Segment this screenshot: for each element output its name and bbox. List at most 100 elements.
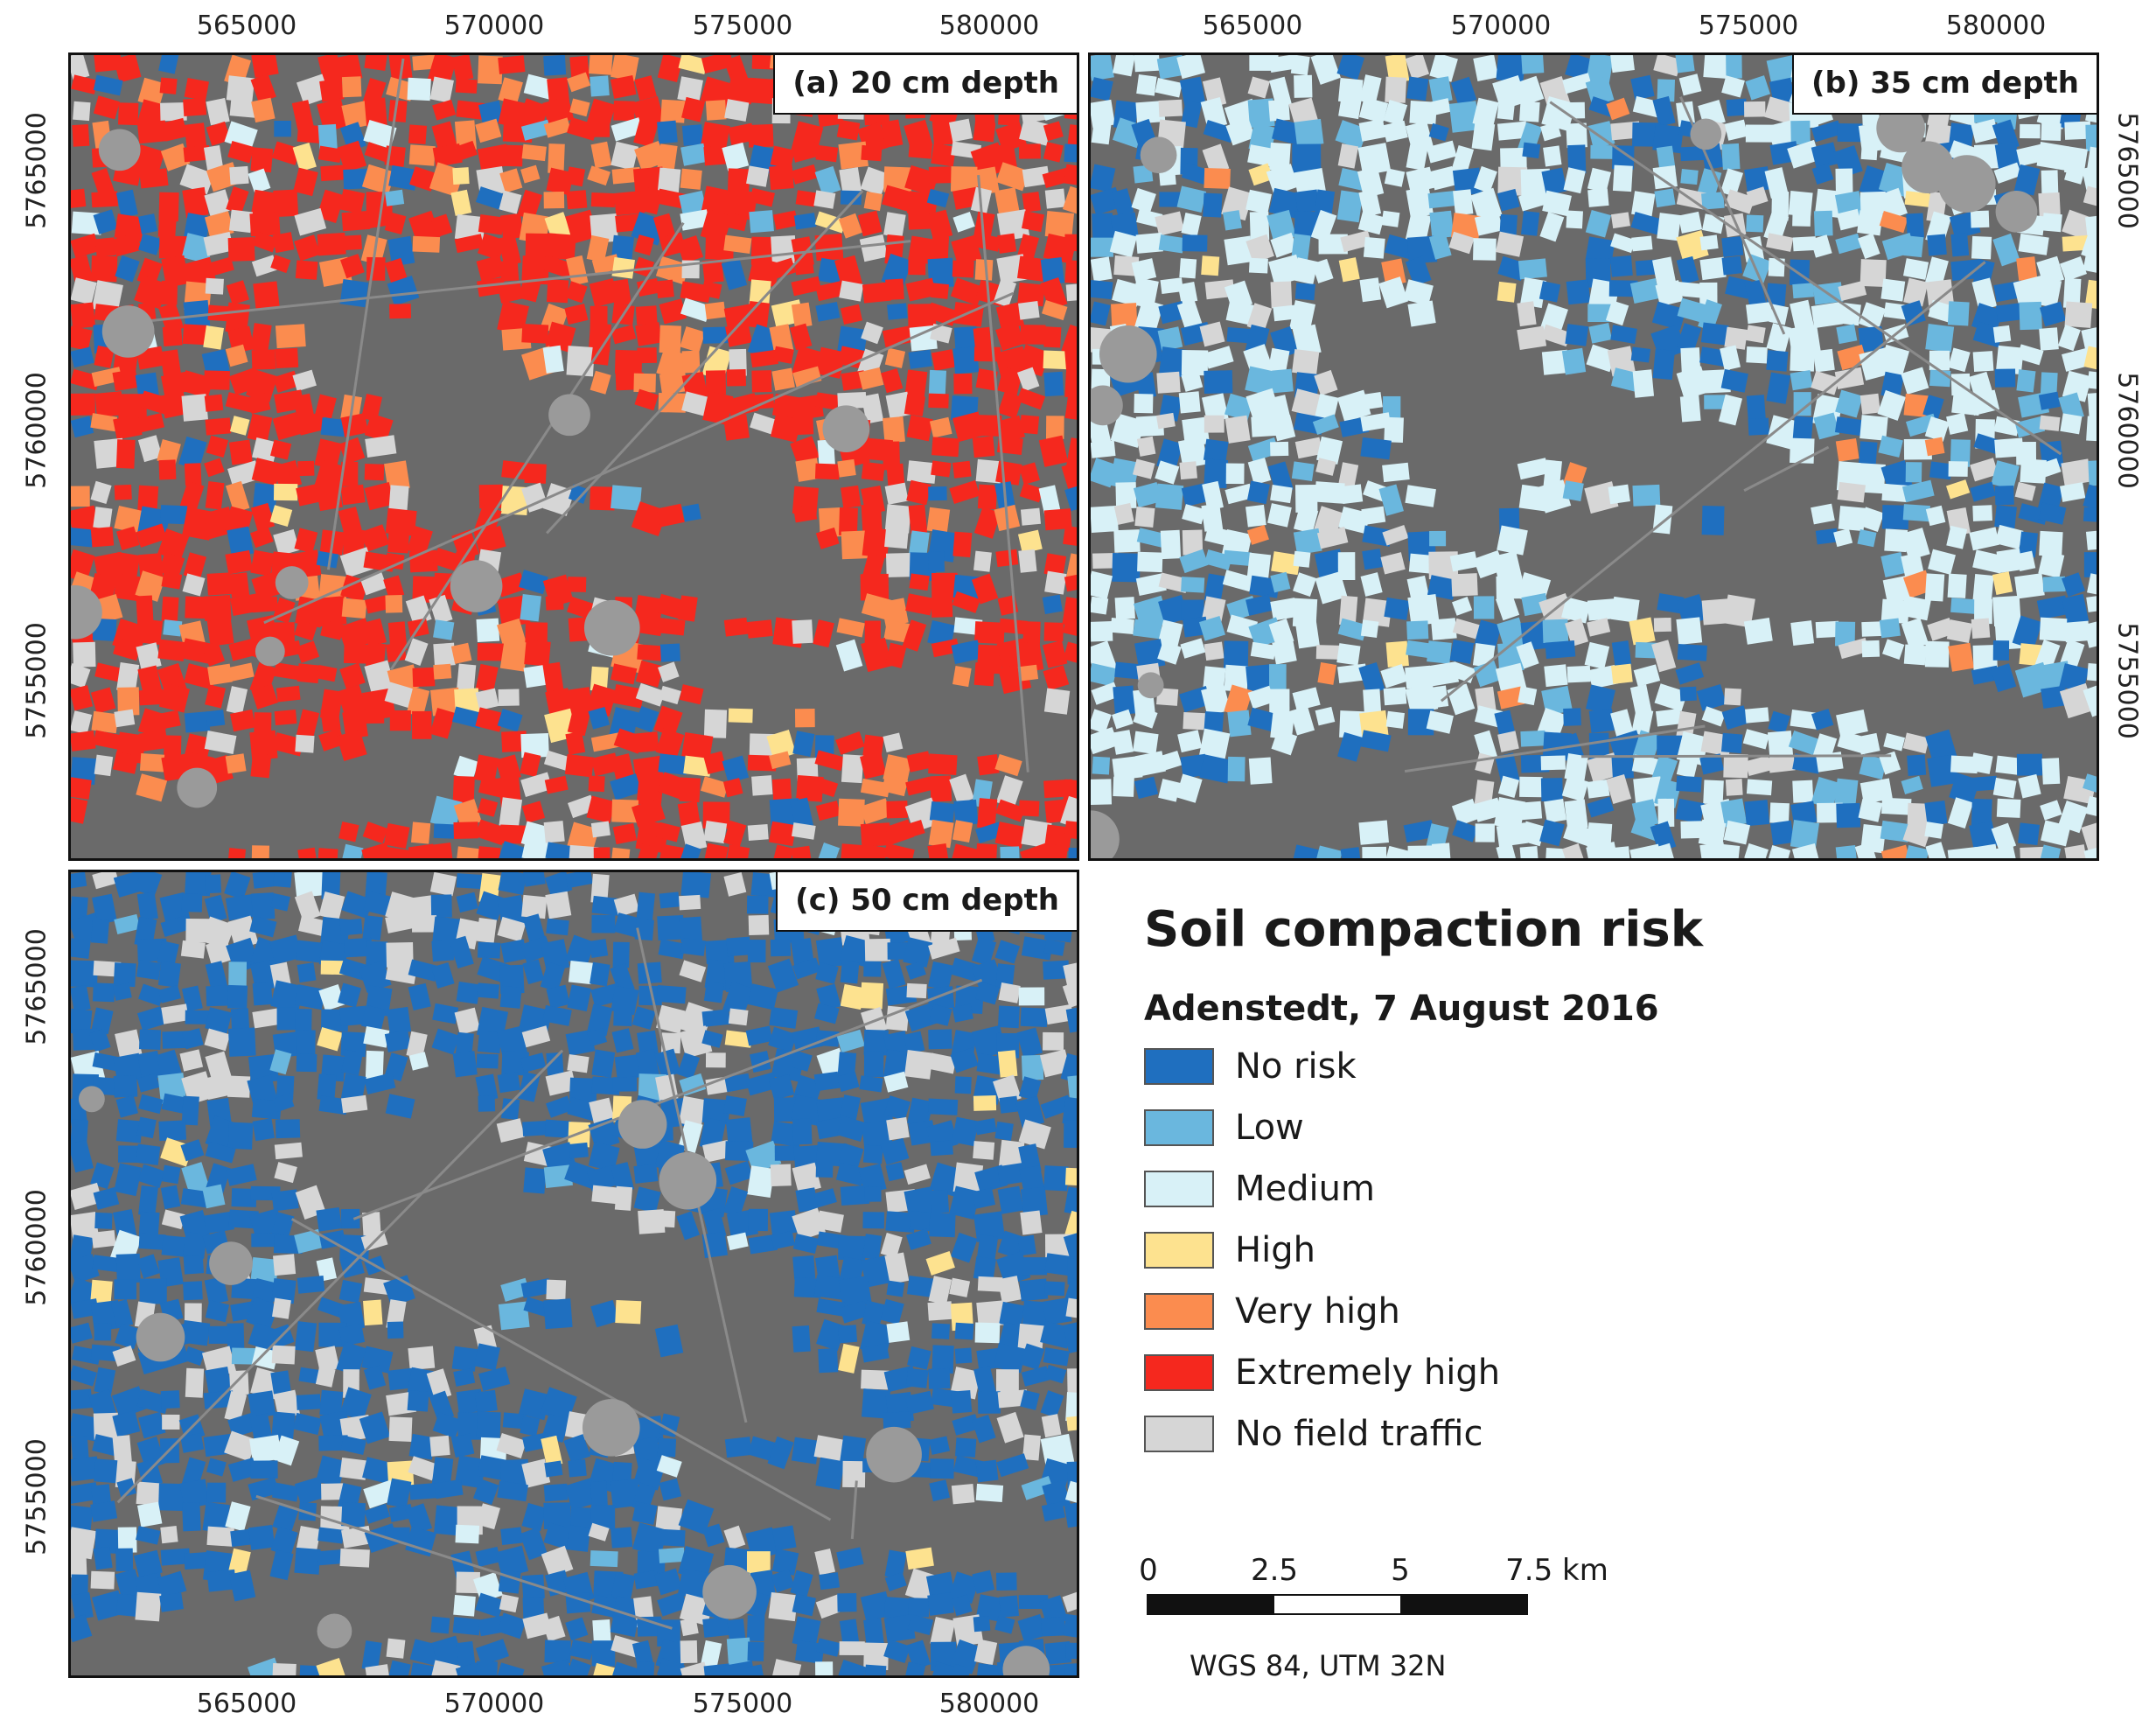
field-parcel [864,938,891,962]
field-parcel [1675,281,1704,298]
field-parcel [658,753,689,775]
field-parcel [1901,775,1923,794]
field-parcel [2018,233,2049,255]
field-parcel [1112,755,1143,780]
field-parcel [1020,1007,1048,1027]
field-parcel [906,982,927,999]
road-line [1440,261,1986,703]
field-parcel [590,1505,616,1529]
field-parcel [1968,371,1993,398]
field-parcel [111,1386,148,1419]
road-line [389,221,685,671]
field-parcel [1721,236,1744,257]
field-parcel [816,1638,841,1657]
field-parcel [909,530,930,556]
field-parcel [1063,1231,1077,1262]
field-parcel [721,258,748,290]
field-parcel [566,190,588,210]
field-parcel [1657,213,1681,241]
field-parcel [1091,709,1112,734]
field-parcel [1382,462,1410,483]
field-parcel [1270,709,1295,740]
field-parcel [1018,462,1040,485]
field-parcel [1312,414,1339,436]
field-parcel [840,1185,870,1206]
field-parcel [633,1458,666,1491]
field-parcel [1721,843,1741,858]
field-parcel [1609,255,1633,277]
field-parcel [611,1527,633,1549]
field-parcel [860,778,890,798]
field-parcel [2016,143,2044,167]
field-parcel [251,1346,279,1370]
field-parcel [1587,598,1619,621]
field-parcel [1383,687,1407,706]
field-parcel [1092,756,1111,775]
field-parcel [1091,256,1113,282]
field-parcel [543,1483,569,1502]
field-parcel [722,981,754,1017]
field-parcel [997,1162,1029,1186]
field-parcel [430,213,453,238]
field-parcel [139,1278,167,1304]
field-parcel [636,185,663,215]
field-parcel [795,190,817,207]
field-parcel [1881,505,1909,530]
field-parcel [457,663,477,692]
field-parcel [1064,821,1077,841]
field-parcel [1247,707,1280,733]
field-parcel [477,798,499,817]
field-parcel [972,1570,995,1594]
field-parcel [1109,230,1138,258]
field-parcel [138,730,169,752]
field-parcel [885,1211,916,1233]
field-parcel [521,482,548,513]
field-parcel [316,1455,346,1488]
field-parcel [1905,462,1922,483]
field-parcel [205,1300,230,1323]
settlement-patch [78,1086,105,1113]
field-parcel [1017,1613,1047,1642]
field-parcel [839,1641,865,1656]
field-parcel [2062,370,2092,402]
field-parcel [1044,1281,1065,1297]
field-parcel [2086,662,2097,682]
field-parcel [273,872,292,888]
field-parcel [1996,548,2023,573]
field-parcel [1769,802,1790,824]
field-parcel [112,233,142,257]
field-parcel [337,684,367,717]
field-parcel [723,1525,746,1550]
field-parcel [110,1299,134,1329]
field-parcel [1063,1613,1077,1640]
field-parcel [971,937,997,967]
field-parcel [271,1345,296,1365]
field-parcel [498,77,523,105]
field-parcel [1022,1257,1048,1276]
field-parcel [205,710,226,727]
field-parcel [315,1366,336,1388]
field-parcel [251,892,276,920]
scalebar-segment-2 [1273,1594,1402,1615]
field-parcel [206,618,234,647]
field-parcel [450,642,472,664]
field-parcel [136,1526,161,1545]
field-parcel [273,189,299,218]
field-parcel [611,117,644,142]
field-parcel [973,1366,997,1397]
field-parcel [792,1026,824,1052]
field-parcel [1720,798,1748,828]
field-parcel [341,843,364,858]
field-parcel [610,962,635,995]
field-parcel [1680,146,1707,162]
field-parcel [364,1503,391,1524]
field-parcel [701,258,724,283]
road-line [116,1049,564,1504]
field-parcel [433,823,457,839]
field-parcel [997,1185,1024,1214]
legend-swatch-no-risk [1144,1048,1214,1085]
field-parcel [90,1162,115,1190]
field-parcel [813,619,834,648]
field-parcel [883,1071,909,1093]
field-parcel [1158,594,1189,626]
